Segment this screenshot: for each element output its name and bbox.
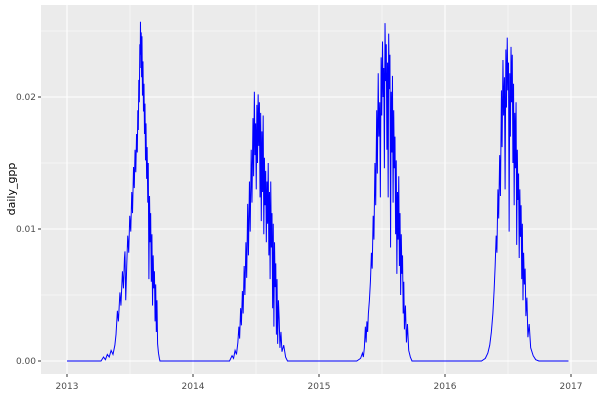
x-tick-label-2017: 2017 (560, 382, 583, 392)
y-tick-label-0.00: 0.00 (16, 357, 36, 367)
data-series-layer (67, 21, 569, 362)
x-tick-label-2014: 2014 (182, 382, 205, 392)
y-axis-title: daily_gpp (5, 163, 18, 216)
x-tick-label-2015: 2015 (308, 382, 331, 392)
x-tick-label-2013: 2013 (56, 382, 79, 392)
axis-tick-marks (38, 96, 572, 377)
y-tick-label-0.02: 0.02 (16, 93, 36, 103)
daily-gpp-line (67, 21, 569, 362)
x-tick-label-2016: 2016 (434, 382, 457, 392)
y-tick-label-0.01: 0.01 (16, 225, 36, 235)
